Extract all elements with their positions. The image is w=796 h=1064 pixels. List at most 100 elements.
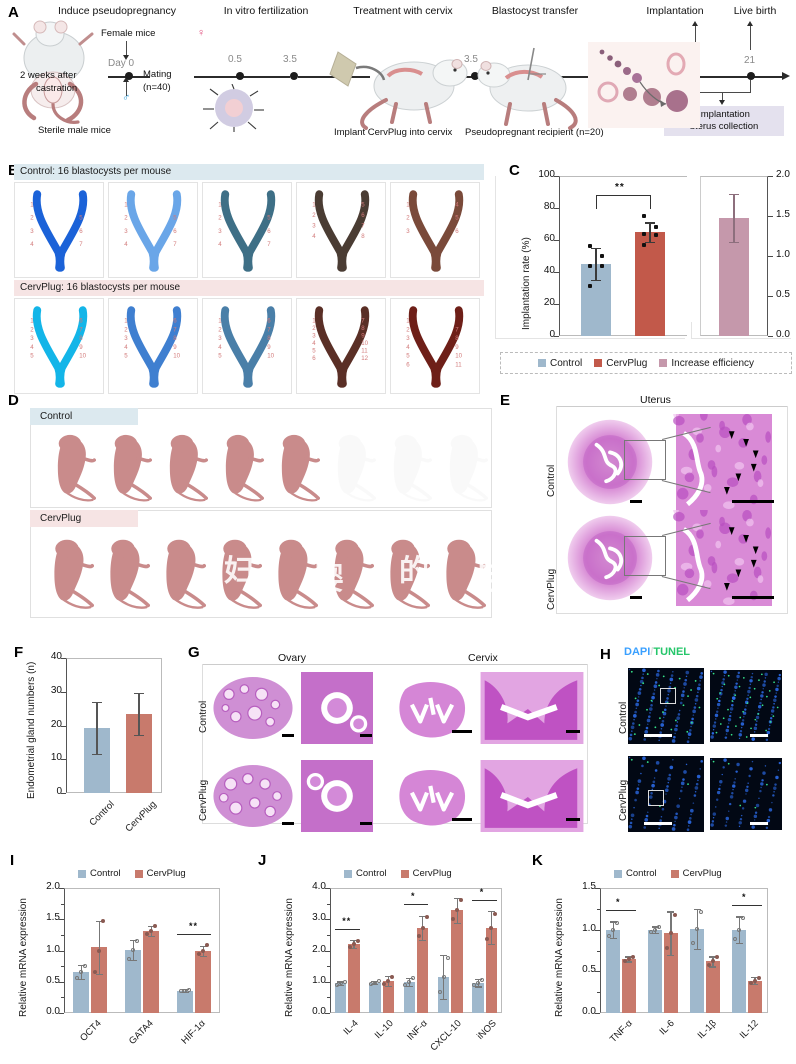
scale-bar bbox=[452, 730, 472, 733]
svg-text:6: 6 bbox=[455, 228, 459, 235]
panel-c-connector-r1 bbox=[691, 322, 692, 338]
ovary-histology-overview bbox=[213, 677, 293, 739]
bracket-bottom bbox=[695, 92, 751, 93]
panel-a-title-2: Treatment with cervix bbox=[353, 5, 453, 17]
svg-text:4: 4 bbox=[218, 241, 222, 248]
panel-d: D Control CervPlug 妇婴的月一根 bbox=[8, 392, 569, 633]
legend-swatch-increase bbox=[659, 359, 668, 367]
y2-tick-mark bbox=[768, 176, 773, 177]
svg-text:4: 4 bbox=[455, 202, 459, 209]
panel-c-errorbar bbox=[595, 248, 597, 280]
panel-g-title-rule bbox=[202, 664, 588, 665]
scale-bar bbox=[732, 596, 774, 599]
svg-text:4: 4 bbox=[124, 344, 128, 351]
panel-a-pseudopregnant: Pseudopregnant recipient (n=20) bbox=[465, 127, 604, 138]
panelI-category-label: GATA4 bbox=[126, 1018, 156, 1047]
panel-c-sig-tick-r bbox=[650, 195, 651, 210]
svg-text:9: 9 bbox=[173, 344, 177, 351]
y-tick-label: 0 bbox=[549, 329, 555, 340]
panelJ-bar bbox=[485, 927, 498, 1013]
y-tick-label: 20 bbox=[50, 718, 62, 730]
svg-text:10: 10 bbox=[455, 353, 462, 360]
panelI-datapoint bbox=[153, 923, 157, 928]
panelJ-datapoint bbox=[485, 937, 490, 942]
scale-bar bbox=[452, 818, 472, 821]
panelJ-datapoint bbox=[355, 938, 360, 943]
panelK-errorcap bbox=[751, 977, 759, 979]
panel-b-cervplug-cell: 1 2 3 4 5 6 7 8 9 10 11 12 bbox=[296, 298, 386, 394]
panelI-datapoint bbox=[183, 988, 187, 993]
collection-line-2: uterus collection bbox=[689, 121, 759, 132]
svg-text:2: 2 bbox=[312, 212, 316, 219]
panel-e: E Uterus Control CervPlug bbox=[500, 392, 796, 627]
panelJ-bar bbox=[451, 910, 463, 1013]
panel-d-letter: D bbox=[8, 392, 19, 409]
panelJ-errorbar bbox=[374, 981, 376, 985]
scale-bar bbox=[644, 822, 672, 825]
scale-bar bbox=[360, 822, 372, 825]
panelK-errorbar bbox=[654, 926, 656, 933]
svg-text:6: 6 bbox=[267, 318, 271, 325]
panelI-bar bbox=[91, 947, 107, 1013]
panelI-errorcap bbox=[95, 973, 103, 975]
panelK-datapoint bbox=[626, 956, 631, 961]
y-tick-mark bbox=[59, 950, 64, 952]
cervix-histology-overview bbox=[399, 681, 466, 738]
panelI-axes bbox=[64, 888, 220, 1013]
panel-c-connector-r2 bbox=[691, 338, 791, 339]
tunel-overview-image bbox=[628, 668, 704, 744]
svg-text:4: 4 bbox=[30, 344, 34, 351]
panelJ-sig-text: * bbox=[411, 891, 416, 902]
svg-text:9: 9 bbox=[267, 344, 271, 351]
panelI-errorbar bbox=[98, 921, 100, 974]
y-tick-mark bbox=[554, 176, 559, 177]
panelK-datapoint bbox=[672, 912, 677, 917]
panelI-datapoint bbox=[93, 969, 97, 974]
implantation-arrow-stem bbox=[695, 26, 696, 50]
timeline-dot-1 bbox=[290, 72, 298, 80]
legend-item-cervplug: CervPlug bbox=[594, 358, 647, 369]
panel-j-letter: J bbox=[258, 852, 267, 869]
panelJ-bar bbox=[369, 982, 381, 1013]
y-tick-label: 40 bbox=[543, 265, 555, 276]
panelI-datapoint bbox=[101, 918, 105, 923]
y-tick-mark bbox=[59, 888, 64, 889]
male-arrow-stem bbox=[126, 82, 127, 96]
panel-b-cervplug-cell: 1 2 3 4 5 6 7 8 9 10 11 bbox=[390, 298, 480, 394]
panelJ-datapoint bbox=[451, 916, 456, 921]
y-tick-mark bbox=[595, 929, 600, 931]
y-tick-label: 100 bbox=[538, 169, 555, 180]
y-minor-tick bbox=[597, 908, 600, 910]
pup-image bbox=[334, 539, 374, 609]
panelI-bar bbox=[125, 949, 141, 1013]
uterus-image: 1 2 3 4 5 6 bbox=[406, 190, 464, 272]
panelI-bar bbox=[195, 950, 211, 1013]
panelI-datapoint bbox=[187, 987, 191, 992]
panelK-errorcap bbox=[709, 966, 717, 968]
panelJ-datapoint bbox=[480, 977, 485, 982]
panelI-errorbar bbox=[80, 964, 82, 979]
panelJ-sig-line bbox=[334, 928, 360, 930]
y2-tick-label: 0.5 bbox=[776, 289, 790, 300]
svg-text:5: 5 bbox=[218, 353, 222, 360]
panelJ-datapoint bbox=[403, 982, 408, 987]
panel-c-datapoint bbox=[642, 214, 646, 218]
bracket-right bbox=[750, 80, 751, 92]
panelK-bar bbox=[748, 980, 762, 1013]
panelJ-errorcap bbox=[384, 985, 392, 987]
panel-b-control-band: Control: 16 blastocysts per mouse bbox=[14, 164, 484, 180]
panelI-datapoint bbox=[83, 963, 87, 968]
scale-bar bbox=[630, 500, 642, 503]
ovary-histology-zoom bbox=[301, 760, 373, 832]
svg-text:1: 1 bbox=[406, 202, 410, 209]
panel-c-datapoint bbox=[588, 284, 592, 289]
panel-c-sig-text: ** bbox=[615, 182, 625, 194]
panel-j: J 0.0 1.0 2.0 3.0 4.0 Relative mRNA expressio… bbox=[258, 848, 536, 1063]
svg-text:8: 8 bbox=[267, 335, 271, 342]
svg-text:1: 1 bbox=[124, 202, 128, 209]
mouse-illustration bbox=[12, 20, 94, 124]
panel-a-title-4: Implantation bbox=[646, 5, 704, 17]
panelI-errorcap bbox=[199, 945, 207, 947]
svg-text:4: 4 bbox=[218, 344, 222, 351]
embryo-development-illustration bbox=[588, 42, 700, 128]
